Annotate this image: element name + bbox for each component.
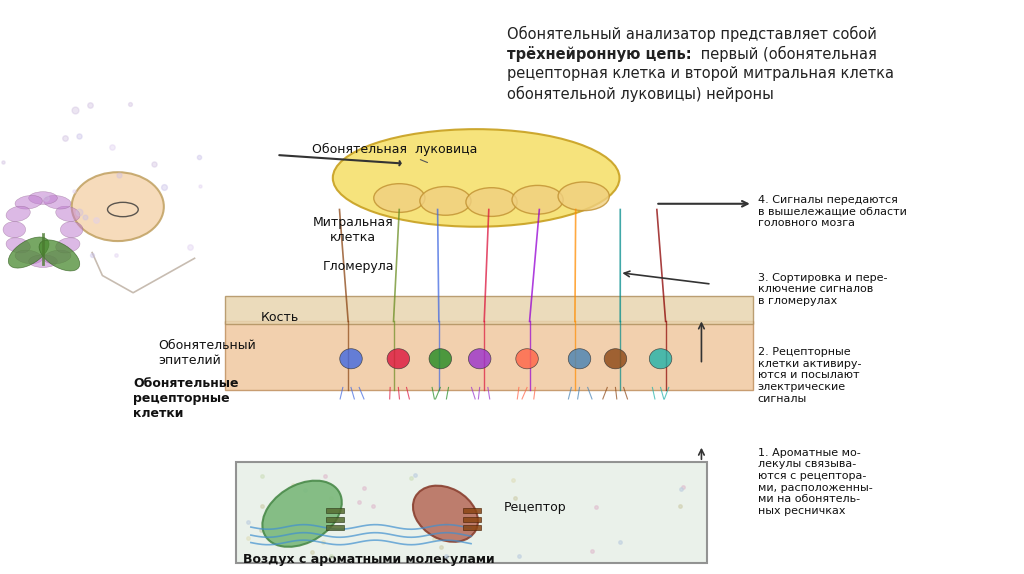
Ellipse shape <box>15 196 42 209</box>
Ellipse shape <box>44 250 71 263</box>
Ellipse shape <box>568 348 591 369</box>
Bar <box>463 525 481 530</box>
Text: первый (обонятельная: первый (обонятельная <box>696 46 878 62</box>
Text: обонятельной луковицы) нейроны: обонятельной луковицы) нейроны <box>507 86 773 102</box>
Text: Воздух с ароматными молекулами: Воздух с ароматными молекулами <box>243 553 495 565</box>
Text: Обонятельный анализатор представляет собой: Обонятельный анализатор представляет соб… <box>507 26 877 42</box>
Text: рецепторная клетка и второй митральная клетка: рецепторная клетка и второй митральная к… <box>507 66 894 81</box>
Bar <box>326 525 344 530</box>
Text: Рецептор: Рецептор <box>504 502 566 514</box>
Text: Обонятельные
рецепторные
клетки: Обонятельные рецепторные клетки <box>133 378 239 420</box>
FancyBboxPatch shape <box>225 296 753 324</box>
Ellipse shape <box>604 348 627 369</box>
Ellipse shape <box>39 240 80 271</box>
Bar <box>326 508 344 513</box>
Text: Митральная
клетка: Митральная клетка <box>313 216 393 243</box>
Bar <box>326 517 344 522</box>
Ellipse shape <box>44 196 71 209</box>
Ellipse shape <box>3 222 26 238</box>
Ellipse shape <box>29 255 57 267</box>
Ellipse shape <box>333 129 620 227</box>
Text: Гломерула: Гломерула <box>323 261 394 273</box>
Ellipse shape <box>262 480 342 547</box>
FancyBboxPatch shape <box>236 462 707 563</box>
Ellipse shape <box>72 172 164 241</box>
Text: 2. Рецепторные
клетки активиру-
ются и посылают
электрические
сигналы: 2. Рецепторные клетки активиру- ются и п… <box>758 347 861 404</box>
Circle shape <box>466 188 517 216</box>
Text: Обонятельный
эпителий: Обонятельный эпителий <box>159 339 256 367</box>
Circle shape <box>558 182 609 211</box>
Ellipse shape <box>55 206 80 222</box>
Text: 3. Сортировка и пере-
ключение сигналов
в гломерулах: 3. Сортировка и пере- ключение сигналов … <box>758 273 887 306</box>
Ellipse shape <box>516 348 539 369</box>
Ellipse shape <box>6 238 31 253</box>
Ellipse shape <box>15 250 42 263</box>
Ellipse shape <box>413 486 478 542</box>
Text: Кость: Кость <box>261 311 299 324</box>
Ellipse shape <box>60 222 83 238</box>
Ellipse shape <box>468 348 490 369</box>
FancyBboxPatch shape <box>225 321 753 390</box>
Text: трёхнейронную цепь:: трёхнейронную цепь: <box>507 46 691 62</box>
Circle shape <box>420 187 471 215</box>
Bar <box>463 517 481 522</box>
Ellipse shape <box>429 348 452 369</box>
Ellipse shape <box>8 237 49 268</box>
Circle shape <box>374 184 425 212</box>
Ellipse shape <box>55 238 80 253</box>
Text: 1. Ароматные мо-
лекулы связыва-
ются с рецептора-
ми, расположенны-
ми на обоня: 1. Ароматные мо- лекулы связыва- ются с … <box>758 448 872 515</box>
Circle shape <box>512 185 563 214</box>
Ellipse shape <box>387 348 410 369</box>
Bar <box>463 508 481 513</box>
Ellipse shape <box>340 348 362 369</box>
Ellipse shape <box>29 192 57 204</box>
Text: Обонятельная  луковица: Обонятельная луковица <box>312 143 477 162</box>
Text: 4. Сигналы передаются
в вышележащие области
головного мозга: 4. Сигналы передаются в вышележащие обла… <box>758 195 906 228</box>
Ellipse shape <box>6 206 31 222</box>
Ellipse shape <box>649 348 672 369</box>
